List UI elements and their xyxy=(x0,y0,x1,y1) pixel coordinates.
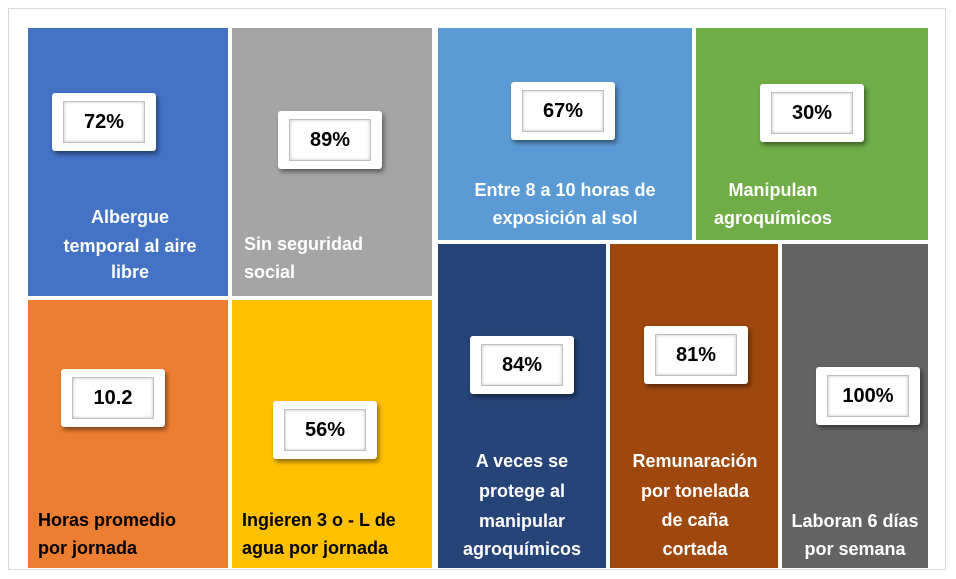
value: 84% xyxy=(481,344,563,386)
tile xyxy=(438,244,606,568)
tile xyxy=(610,244,778,568)
tile-label: exposición al sol xyxy=(492,208,638,228)
value-box: 56% xyxy=(273,401,377,459)
value-box: 72% xyxy=(52,93,156,151)
tile-label: Ingieren 3 o - L de xyxy=(242,510,396,530)
value: 56% xyxy=(284,409,366,451)
tile-label: temporal al aire xyxy=(63,236,197,256)
tile xyxy=(28,28,228,296)
tile-label: libre xyxy=(110,262,149,282)
tile-label: por tonelada xyxy=(640,481,749,501)
tile-label: protege al xyxy=(478,481,566,501)
tile-label: A veces se xyxy=(475,451,569,471)
value-box: 67% xyxy=(511,82,615,140)
tile-label: Entre 8 a 10 horas de xyxy=(474,180,656,200)
tile-label: Horas promedio xyxy=(38,510,177,530)
value: 67% xyxy=(522,90,604,132)
tile-label: Albergue xyxy=(90,207,169,227)
value-box: 89% xyxy=(278,111,382,169)
tile-label: por semana xyxy=(804,539,906,559)
frame xyxy=(8,8,946,570)
value-box: 100% xyxy=(816,367,920,425)
tile-label: Manipulan xyxy=(728,180,818,200)
tile-label: Laboran 6 días xyxy=(791,511,919,531)
tile xyxy=(28,300,228,568)
value-box: 84% xyxy=(470,336,574,394)
value-box: 30% xyxy=(760,84,864,142)
value: 10.2 xyxy=(72,377,154,419)
value: 100% xyxy=(827,375,909,417)
tile-label: de caña xyxy=(661,510,729,530)
tile-label: social xyxy=(244,262,296,282)
tile-label: manipular xyxy=(478,511,566,531)
value-box: 81% xyxy=(644,326,748,384)
tile-label: por jornada xyxy=(38,538,138,558)
value-box: 10.2 xyxy=(61,369,165,427)
tile-label: Remunaración xyxy=(632,451,758,471)
value: 72% xyxy=(63,101,145,143)
tile-label: agroquímicos xyxy=(462,539,582,559)
value: 30% xyxy=(771,92,853,134)
tile-label: Sin seguridad xyxy=(244,234,364,254)
value: 81% xyxy=(655,334,737,376)
tile-label: cortada xyxy=(662,539,728,559)
tile-label: agua por jornada xyxy=(242,538,389,558)
tile-label: agroquímicos xyxy=(713,208,833,228)
value: 89% xyxy=(289,119,371,161)
